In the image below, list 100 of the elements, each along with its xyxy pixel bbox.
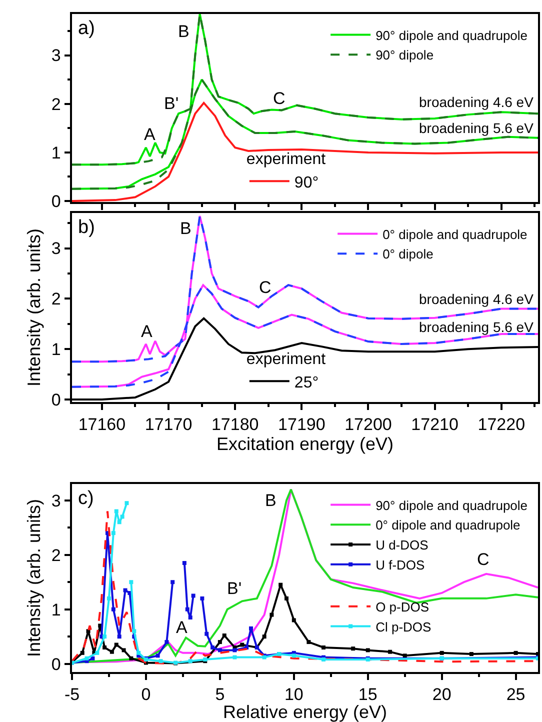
point (95, 650, 100, 655)
x-axis-title: Relative energy (eV) (222, 702, 388, 722)
point (210, 645, 215, 650)
point (188, 659, 192, 664)
point (514, 650, 518, 655)
point (284, 596, 289, 600)
point (122, 648, 126, 652)
point (106, 596, 111, 600)
annotation: A (141, 322, 153, 341)
annotation: B (178, 22, 190, 41)
point (388, 650, 392, 654)
point (278, 582, 283, 587)
y-axis-title: Intensity (arb. units) (24, 228, 44, 387)
legend-label: U f-DOS (376, 557, 426, 572)
point (136, 650, 141, 655)
point (351, 646, 356, 651)
legend-label: 0° dipole (382, 246, 434, 262)
point (218, 640, 222, 644)
annotation: broadening 5.6 eV (419, 319, 534, 335)
annotation: broadening 4.6 eV (419, 291, 534, 307)
y-tick-label: 2 (51, 546, 61, 565)
point (188, 616, 192, 620)
annotation: a) (78, 18, 95, 39)
x-tick-label: 10 (284, 685, 304, 704)
y-tick-label: 3 (51, 491, 61, 510)
x-tick-label: 20 (432, 685, 452, 704)
annotation: B' (164, 94, 179, 113)
point (222, 633, 226, 638)
x-tick-label: 17170 (144, 415, 192, 434)
x-tick-label: 17160 (78, 415, 126, 434)
point (111, 607, 116, 612)
annotation: B' (227, 579, 242, 598)
legend-label: 90° (294, 174, 319, 192)
point (123, 588, 128, 592)
point (129, 580, 134, 584)
annotation: C (273, 89, 286, 108)
annotation: B (265, 491, 276, 510)
point (240, 642, 244, 647)
x-tick-label: 17210 (411, 415, 458, 434)
y-tick-label: 1 (51, 143, 61, 162)
point (80, 650, 84, 655)
legend-label: 90° dipole and quadrupole (376, 28, 528, 43)
annotation: b) (78, 217, 95, 238)
point (114, 509, 118, 514)
point (114, 642, 118, 647)
point (84, 656, 89, 660)
point (469, 652, 474, 656)
annotation: B (180, 219, 192, 238)
point (111, 531, 116, 536)
point (262, 634, 266, 639)
point (156, 654, 160, 658)
y-tick-label: 1 (51, 340, 61, 360)
annotation: A (144, 125, 156, 144)
point (117, 634, 122, 639)
x-tick-label: 17200 (344, 415, 392, 434)
legend-label: 0° dipole and quadrupole (382, 226, 528, 242)
legend-title: experiment (246, 351, 326, 368)
point (321, 645, 326, 650)
x-tick-label: -5 (64, 685, 80, 704)
point (306, 640, 311, 644)
point (402, 654, 407, 658)
legend-label: 90° dipole and quadrupole (376, 498, 528, 513)
point (185, 607, 190, 612)
point (440, 650, 444, 655)
point (132, 629, 136, 634)
annotation: broadening 5.6 eV (419, 120, 534, 136)
y-tick-label: 3 (51, 239, 61, 258)
point (124, 501, 129, 506)
y-tick-label: 0 (51, 390, 61, 410)
y-tick-label: 1 (51, 600, 61, 620)
point (232, 648, 237, 652)
x-tick-label: 5 (215, 685, 225, 704)
legend-label: 90° dipole (376, 48, 434, 63)
point (102, 634, 107, 639)
annotation: A (176, 618, 188, 637)
annotation: broadening 4.6 eV (419, 94, 534, 110)
point (102, 645, 107, 650)
point (204, 632, 209, 636)
point (170, 580, 175, 584)
legend-label: 25° (294, 374, 319, 392)
point (292, 654, 296, 658)
x-axis-title: Excitation energy (eV) (216, 434, 394, 454)
y-tick-label: 2 (51, 290, 61, 309)
point (292, 618, 296, 622)
legend-label: O p-DOS (376, 599, 430, 614)
x-tick-label: 17190 (278, 415, 326, 434)
point (120, 514, 124, 519)
point (270, 612, 274, 617)
point (117, 520, 122, 524)
legend-title: experiment (246, 151, 326, 168)
x-tick-label: 17180 (211, 415, 259, 434)
y-axis-title: Intensity (arb. units) (24, 498, 44, 658)
point (158, 659, 163, 664)
y-tick-label: 3 (51, 46, 61, 66)
point (249, 626, 253, 630)
x-tick-label: 25 (506, 685, 526, 704)
point (366, 648, 370, 652)
annotation: c) (78, 488, 94, 509)
point (129, 656, 134, 660)
point (218, 648, 222, 652)
